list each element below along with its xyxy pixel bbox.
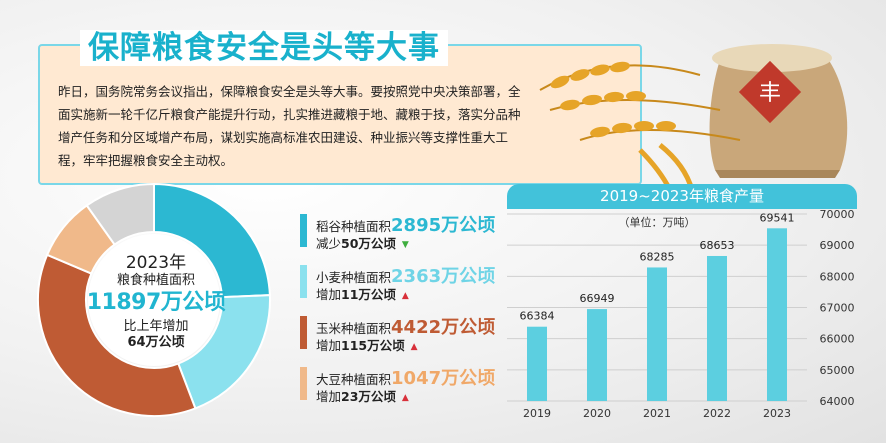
y-tick-label: 65000: [820, 364, 855, 377]
legend-change-value: 115万公顷: [341, 338, 405, 353]
legend-name: 玉米种植面积: [316, 321, 392, 336]
bar-value-label: 68653: [700, 239, 735, 252]
bar-value-label: 66949: [580, 292, 615, 305]
donut-total: 11897万公顷: [86, 290, 226, 315]
trend-up-icon: ▲: [401, 291, 409, 301]
donut-center: 2023年 粮食种植面积 11897万公顷 比上年增加 64万公顷: [81, 253, 231, 351]
legend-swatch: [300, 214, 307, 247]
legend-swatch: [300, 367, 307, 400]
legend-value: 4422万公顷: [391, 317, 496, 338]
donut-year: 2023年: [125, 253, 187, 273]
legend-change-label: 增加: [316, 287, 342, 302]
bar-value-label: 68285: [640, 250, 675, 263]
trend-up-icon: ▲: [401, 393, 409, 403]
legend-name: 小麦种植面积: [316, 270, 392, 285]
headline-body: 昨日，国务院常务会议指出，保障粮食安全是头等大事。要按照党中央决策部署，全面实施…: [58, 84, 521, 168]
legend-item-soybean: 大豆种植面积1047万公顷 增加23万公顷 ▲: [300, 364, 510, 415]
donut-slice-other: [85, 182, 155, 246]
y-tick-label: 69000: [820, 239, 855, 252]
bar-2020: [587, 309, 607, 401]
chart-title: 2019~2023年粮食产量: [507, 184, 857, 209]
x-tick-label: 2022: [703, 407, 731, 420]
legend-swatch: [300, 265, 307, 298]
wheat-icon: [539, 61, 741, 192]
legend-change-value: 23万公顷: [341, 389, 396, 404]
donut-slice-corn: [37, 253, 197, 417]
grain-illustration: 丰: [539, 44, 848, 192]
y-tick-label: 66000: [820, 333, 855, 346]
x-tick-label: 2021: [643, 407, 671, 420]
planting-area-donut: [37, 182, 271, 417]
crop-legend: 稻谷种植面积2895万公顷 减少50万公顷 ▼ 小麦种植面积2363万公顷 增加1…: [300, 211, 510, 415]
legend-name: 稻谷种植面积: [316, 219, 392, 234]
donut-hole: [88, 234, 220, 366]
legend-change-value: 11万公顷: [341, 287, 396, 302]
legend-item-wheat: 小麦种植面积2363万公顷 增加11万公顷 ▲: [300, 262, 510, 313]
donut-change-value: 64万公顷: [127, 335, 185, 350]
trend-down-icon: ▼: [401, 240, 409, 250]
donut-label: 粮食种植面积: [116, 273, 195, 288]
trend-up-icon: ▲: [410, 342, 418, 352]
legend-item-corn: 玉米种植面积4422万公顷 增加115万公顷 ▲: [300, 313, 510, 364]
legend-change-label: 增加: [316, 389, 342, 404]
bar-value-label: 69541: [760, 211, 795, 224]
grain-sack-icon: 丰: [709, 44, 848, 178]
legend-value: 2895万公顷: [391, 215, 496, 236]
bar-value-label: 66384: [520, 310, 555, 323]
headline-panel: [38, 44, 642, 185]
bar-2023: [767, 228, 787, 401]
legend-change-value: 50万公顷: [341, 236, 396, 251]
grain-output-bar-chart: （单位：万吨） 64000 65000 66000 67000 68000 69000 700…: [507, 209, 855, 420]
legend-change-label: 增加: [316, 338, 342, 353]
legend-swatch: [300, 316, 307, 349]
page-title: 保障粮食安全是头等大事: [80, 30, 448, 66]
y-tick-label: 67000: [820, 302, 855, 315]
y-tick-label: 70000: [820, 209, 855, 221]
bar-2022: [707, 255, 727, 401]
y-tick-label: 68000: [820, 270, 855, 283]
x-tick-label: 2019: [523, 407, 551, 420]
chart-unit-label: （单位：万吨）: [619, 215, 696, 229]
legend-item-rice: 稻谷种植面积2895万公顷 减少50万公顷 ▼: [300, 211, 510, 262]
bar-2019: [527, 326, 547, 401]
legend-change-label: 减少: [316, 236, 342, 251]
donut-change-label: 比上年增加: [123, 319, 189, 334]
legend-value: 2363万公顷: [391, 266, 496, 287]
legend-name: 大豆种植面积: [316, 372, 392, 387]
x-tick-label: 2023: [763, 407, 791, 420]
logo-text: 丰: [759, 81, 781, 106]
y-tick-label: 64000: [820, 395, 855, 408]
bar-2021: [647, 267, 667, 401]
legend-value: 1047万公顷: [391, 368, 496, 389]
x-tick-label: 2020: [583, 407, 611, 420]
